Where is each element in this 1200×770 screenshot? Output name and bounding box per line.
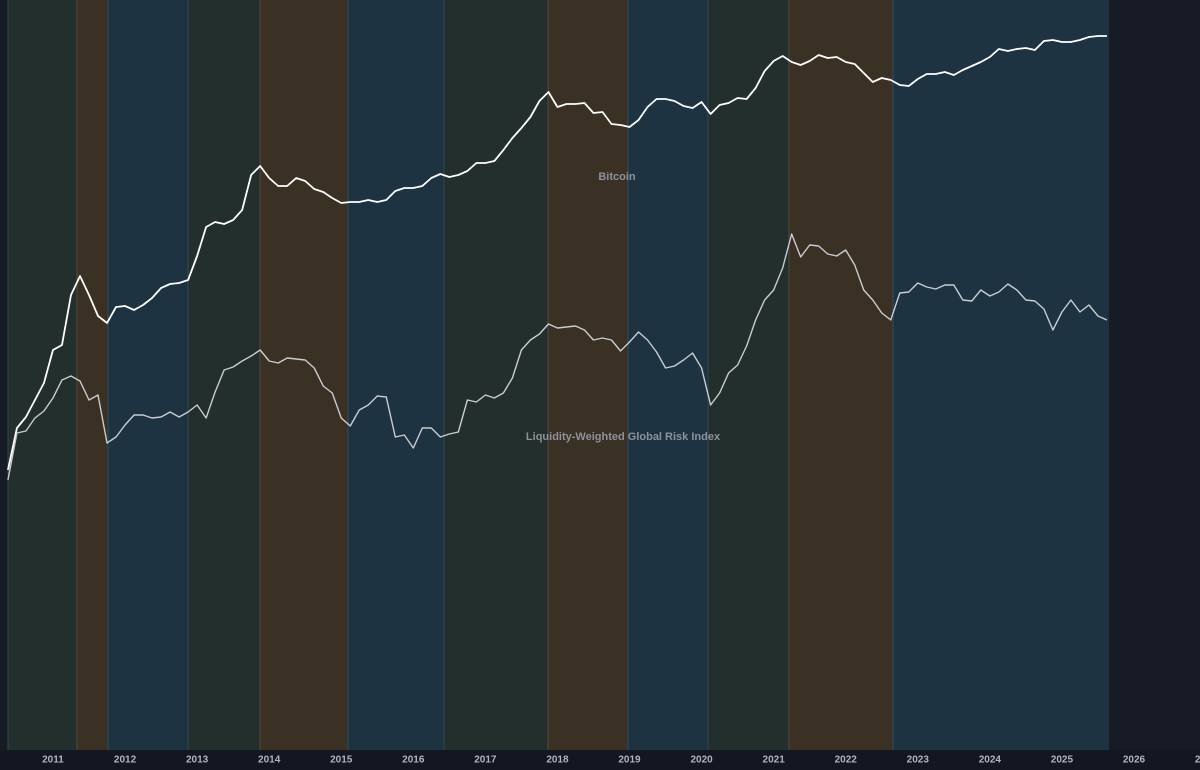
x-tick-label: 2019 xyxy=(618,755,641,766)
regime-band xyxy=(7,0,77,750)
x-tick-label: 2013 xyxy=(186,755,209,766)
regime-band xyxy=(788,0,893,750)
regime-band xyxy=(108,0,189,750)
x-tick-label: 2017 xyxy=(474,755,497,766)
regime-band xyxy=(348,0,445,750)
x-axis: 2011 2012 2013 2014 2015 2016 2017 2018 2019 2020… xyxy=(42,755,1200,766)
regime-band xyxy=(260,0,349,750)
regime-band xyxy=(707,0,789,750)
x-tick-label: 2016 xyxy=(402,755,425,766)
x-axis-bar xyxy=(0,750,1200,770)
series-annotation: Bitcoin xyxy=(598,171,636,183)
x-tick-label: 2021 xyxy=(763,755,786,766)
x-tick-label: 2015 xyxy=(330,755,353,766)
x-tick-label: 2026 xyxy=(1123,755,1146,766)
series-line xyxy=(7,233,1108,481)
x-tick-label: 2025 xyxy=(1051,755,1074,766)
regime-band xyxy=(548,0,628,750)
x-tick-label: 2020 xyxy=(690,755,713,766)
regime-band xyxy=(188,0,261,750)
regime-band xyxy=(892,0,1109,750)
x-tick-label: 2018 xyxy=(546,755,569,766)
x-tick-label: 2027 xyxy=(1195,755,1200,766)
series-annotation: Liquidity-Weighted Global Risk Index xyxy=(526,431,721,443)
x-tick-label: 2012 xyxy=(114,755,137,766)
regime-band xyxy=(627,0,708,750)
lines xyxy=(7,35,1108,481)
x-tick-label: 2023 xyxy=(907,755,930,766)
x-tick-label: 2022 xyxy=(835,755,858,766)
series-line xyxy=(7,35,1107,471)
regime-band xyxy=(444,0,549,750)
x-tick-label: 2014 xyxy=(258,755,281,766)
x-tick-label: 2024 xyxy=(979,755,1002,766)
regime-band xyxy=(76,0,109,750)
regime-bands xyxy=(7,0,1109,750)
x-tick-label: 2011 xyxy=(42,755,64,766)
